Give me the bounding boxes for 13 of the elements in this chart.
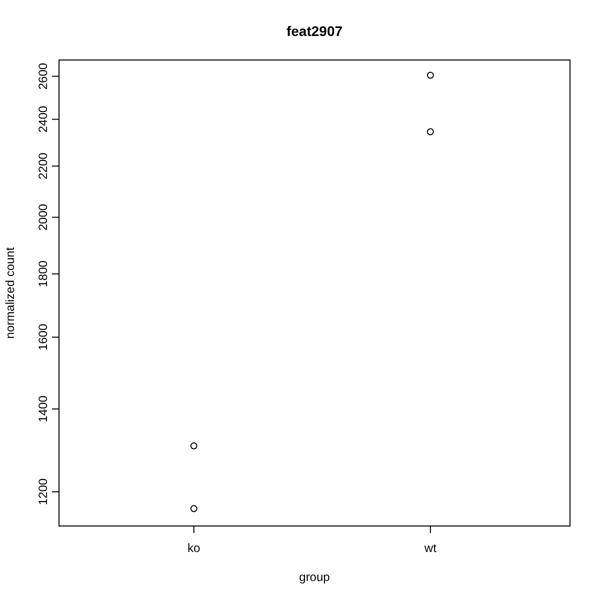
x-tick-label: ko (188, 541, 201, 555)
y-tick-label: 1200 (36, 478, 50, 506)
y-tick-label: 2200 (36, 152, 50, 180)
y-tick-label: 2000 (36, 204, 50, 231)
x-axis-title: group (299, 570, 330, 584)
y-tick-label: 2600 (36, 62, 50, 90)
y-tick-label: 1800 (36, 260, 50, 288)
y-axis-title: normalized count (3, 246, 17, 339)
x-tick-label: wt (423, 541, 438, 555)
y-tick-label: 2400 (36, 106, 50, 133)
y-tick-label: 1600 (36, 324, 50, 351)
y-tick-label: 1400 (36, 395, 50, 422)
chart-title: feat2907 (286, 23, 343, 39)
